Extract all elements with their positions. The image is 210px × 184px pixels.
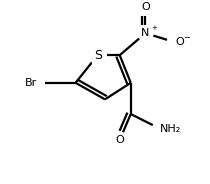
Text: N: N [141,28,150,38]
Text: O: O [141,2,150,12]
Text: NH₂: NH₂ [160,124,181,134]
Text: Br: Br [25,78,37,88]
Text: +: + [151,25,157,31]
Text: O: O [115,135,124,145]
Text: O: O [175,37,184,47]
Text: −: − [183,33,190,42]
Text: S: S [94,49,102,62]
